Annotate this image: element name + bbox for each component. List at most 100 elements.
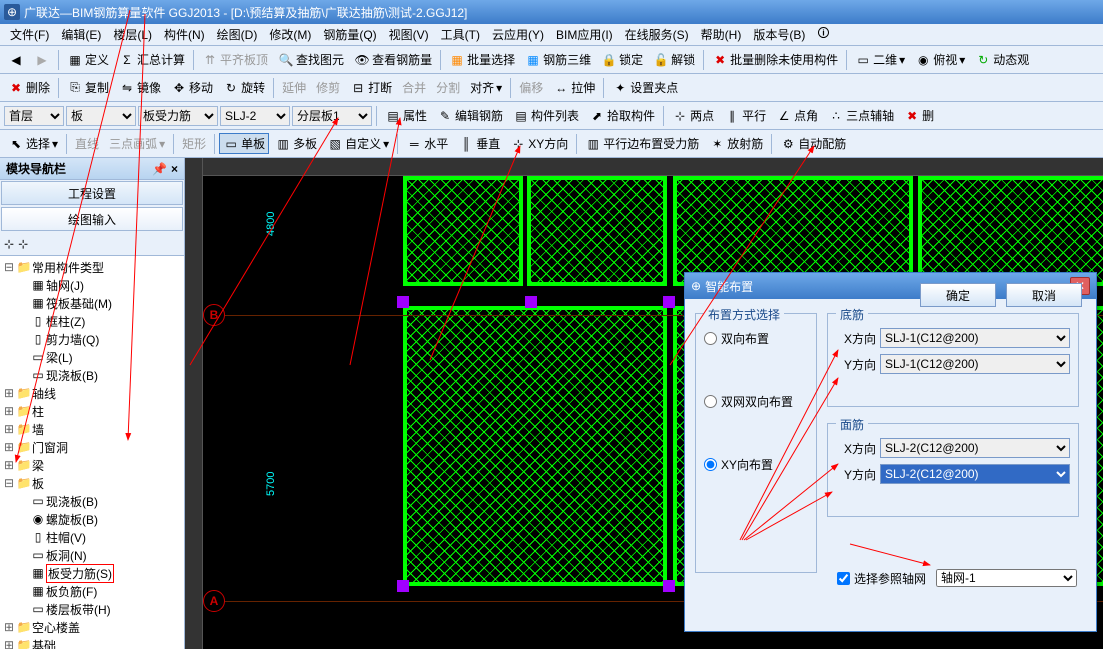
sidebar-close-icon[interactable]: × bbox=[171, 162, 178, 176]
tree-node[interactable]: ▦板负筋(F) bbox=[2, 582, 182, 600]
find-graph-button[interactable]: 🔍查找图元 bbox=[274, 49, 348, 70]
tree-node[interactable]: ⊟📁常用构件类型 bbox=[2, 258, 182, 276]
pick-button[interactable]: ⬈拾取构件 bbox=[585, 105, 659, 126]
break-button[interactable]: ⊟打断 bbox=[346, 77, 396, 98]
dynview-button[interactable]: ↻动态观 bbox=[971, 49, 1033, 70]
delaux-button[interactable]: ✖删 bbox=[900, 105, 938, 126]
line-tool[interactable]: 直线 bbox=[71, 133, 103, 154]
horiz-tool[interactable]: ═水平 bbox=[402, 133, 452, 154]
menu-item[interactable]: 视图(V) bbox=[383, 24, 435, 45]
menu-item[interactable]: 编辑(E) bbox=[55, 24, 107, 45]
menu-item[interactable]: BIM应用(I) bbox=[550, 24, 619, 45]
extend-button[interactable]: 延伸 bbox=[278, 77, 310, 98]
lock-button[interactable]: 🔒锁定 bbox=[597, 49, 647, 70]
tree-node[interactable]: ▯剪力墙(Q) bbox=[2, 330, 182, 348]
selection-handle[interactable] bbox=[397, 580, 409, 592]
selection-handle[interactable] bbox=[663, 580, 675, 592]
pointangle-button[interactable]: ∠点角 bbox=[772, 105, 822, 126]
tree-node[interactable]: ▯柱帽(V) bbox=[2, 528, 182, 546]
dim2-button[interactable]: ▭二维▾ bbox=[851, 49, 909, 70]
vert-tool[interactable]: ║垂直 bbox=[454, 133, 504, 154]
menu-item[interactable]: 文件(F) bbox=[4, 24, 55, 45]
merge-button[interactable]: 合并 bbox=[398, 77, 430, 98]
class1-select[interactable]: 板 bbox=[66, 106, 136, 126]
bottom-x-select[interactable]: SLJ-1(C12@200) bbox=[880, 328, 1070, 348]
unlock-button[interactable]: 🔓解锁 bbox=[649, 49, 699, 70]
trim-button[interactable]: 修剪 bbox=[312, 77, 344, 98]
nav-back[interactable]: ◀ bbox=[4, 50, 28, 70]
tab-draw-input[interactable]: 绘图输入 bbox=[1, 207, 183, 231]
single-tool[interactable]: ▭单板 bbox=[219, 133, 269, 154]
tree-node[interactable]: ⊟📁板 bbox=[2, 474, 182, 492]
slab[interactable] bbox=[673, 176, 913, 286]
top-y-select[interactable]: SLJ-2(C12@200) bbox=[880, 464, 1070, 484]
tree-node[interactable]: ▭梁(L) bbox=[2, 348, 182, 366]
menu-item[interactable]: 工具(T) bbox=[435, 24, 486, 45]
tree-node[interactable]: ▯框柱(Z) bbox=[2, 312, 182, 330]
flatten-button[interactable]: ⇈平齐板顶 bbox=[198, 49, 272, 70]
paraedge-tool[interactable]: ▥平行边布置受力筋 bbox=[581, 133, 703, 154]
cancel-button[interactable]: 取消 bbox=[1006, 283, 1082, 307]
grid-select[interactable]: 轴网-1 bbox=[936, 569, 1077, 587]
move-button[interactable]: ✥移动 bbox=[167, 77, 217, 98]
pin-icon[interactable]: 📌 bbox=[152, 162, 167, 176]
multi-tool[interactable]: ▥多板 bbox=[271, 133, 321, 154]
xydir-tool[interactable]: ⊹XY方向 bbox=[506, 133, 572, 154]
tree-node[interactable]: ⊞📁轴线 bbox=[2, 384, 182, 402]
tree-node[interactable]: ▭现浇板(B) bbox=[2, 492, 182, 510]
bottom-y-select[interactable]: SLJ-1(C12@200) bbox=[880, 354, 1070, 374]
split-button[interactable]: 分割 bbox=[432, 77, 464, 98]
batch-select-button[interactable]: ▦批量选择 bbox=[445, 49, 519, 70]
class4-select[interactable]: 分层板1 bbox=[292, 106, 372, 126]
batch-del-button[interactable]: ✖批量删除未使用构件 bbox=[708, 49, 842, 70]
menu-item[interactable]: 帮助(H) bbox=[695, 24, 748, 45]
tree-node[interactable]: ◉螺旋板(B) bbox=[2, 510, 182, 528]
ok-button[interactable]: 确定 bbox=[920, 283, 996, 307]
tree-node[interactable]: ▭现浇板(B) bbox=[2, 366, 182, 384]
offset-button[interactable]: 偏移 bbox=[515, 77, 547, 98]
tree-node[interactable]: ⊞📁梁 bbox=[2, 456, 182, 474]
menu-item[interactable]: 构件(N) bbox=[158, 24, 211, 45]
selection-handle[interactable] bbox=[663, 296, 675, 308]
auto-tool[interactable]: ⚙自动配筋 bbox=[776, 133, 850, 154]
menu-item[interactable]: 版本号(B) bbox=[747, 24, 811, 45]
menu-item[interactable]: 绘图(D) bbox=[211, 24, 264, 45]
parallel-button[interactable]: ∥平行 bbox=[720, 105, 770, 126]
tree-node[interactable]: ▭板洞(N) bbox=[2, 546, 182, 564]
slab[interactable] bbox=[403, 176, 523, 286]
help-icon[interactable]: 🛈 bbox=[811, 22, 835, 47]
slab[interactable] bbox=[918, 176, 1103, 286]
rotate-button[interactable]: ↻旋转 bbox=[219, 77, 269, 98]
tree-node[interactable]: ⊞📁基础 bbox=[2, 636, 182, 649]
menu-item[interactable]: 云应用(Y) bbox=[486, 24, 550, 45]
view-rebar-button[interactable]: 👁查看钢筋量 bbox=[350, 49, 436, 70]
radiate-tool[interactable]: ✶放射筋 bbox=[705, 133, 767, 154]
copy-button[interactable]: ⎘复制 bbox=[63, 77, 113, 98]
delete-button[interactable]: ✖删除 bbox=[4, 77, 54, 98]
grid-checkbox[interactable] bbox=[837, 572, 850, 585]
align-button[interactable]: 对齐▾ bbox=[466, 77, 506, 98]
snappt-button[interactable]: ✦设置夹点 bbox=[608, 77, 682, 98]
nav-fwd[interactable]: ▶ bbox=[30, 50, 54, 70]
custom-tool[interactable]: ▧自定义▾ bbox=[323, 133, 393, 154]
tree-icon[interactable]: ⊹ bbox=[4, 237, 14, 251]
tree-node[interactable]: ⊞📁门窗洞 bbox=[2, 438, 182, 456]
class2-select[interactable]: 板受力筋 bbox=[138, 106, 218, 126]
twopt-button[interactable]: ⊹两点 bbox=[668, 105, 718, 126]
tab-project-settings[interactable]: 工程设置 bbox=[1, 181, 183, 205]
radio-bidir[interactable]: 双向布置 bbox=[704, 330, 808, 347]
class3-select[interactable]: SLJ-2 bbox=[220, 106, 290, 126]
tree-node[interactable]: ⊞📁空心楼盖 bbox=[2, 618, 182, 636]
attr-button[interactable]: ▤属性 bbox=[381, 105, 431, 126]
mirror-button[interactable]: ⇋镜像 bbox=[115, 77, 165, 98]
radio-doublenet[interactable]: 双网双向布置 bbox=[704, 393, 808, 410]
radio-xydir[interactable]: XY向布置 bbox=[704, 456, 808, 473]
topview-button[interactable]: ◉俯视▾ bbox=[911, 49, 969, 70]
tree-node[interactable]: ▭楼层板带(H) bbox=[2, 600, 182, 618]
selection-handle[interactable] bbox=[525, 296, 537, 308]
floor-select[interactable]: 首层 bbox=[4, 106, 64, 126]
tree-node[interactable]: ⊞📁柱 bbox=[2, 402, 182, 420]
sum-calc-button[interactable]: Σ汇总计算 bbox=[115, 49, 189, 70]
tree-node[interactable]: ⊞📁墙 bbox=[2, 420, 182, 438]
menu-item[interactable]: 在线服务(S) bbox=[619, 24, 695, 45]
